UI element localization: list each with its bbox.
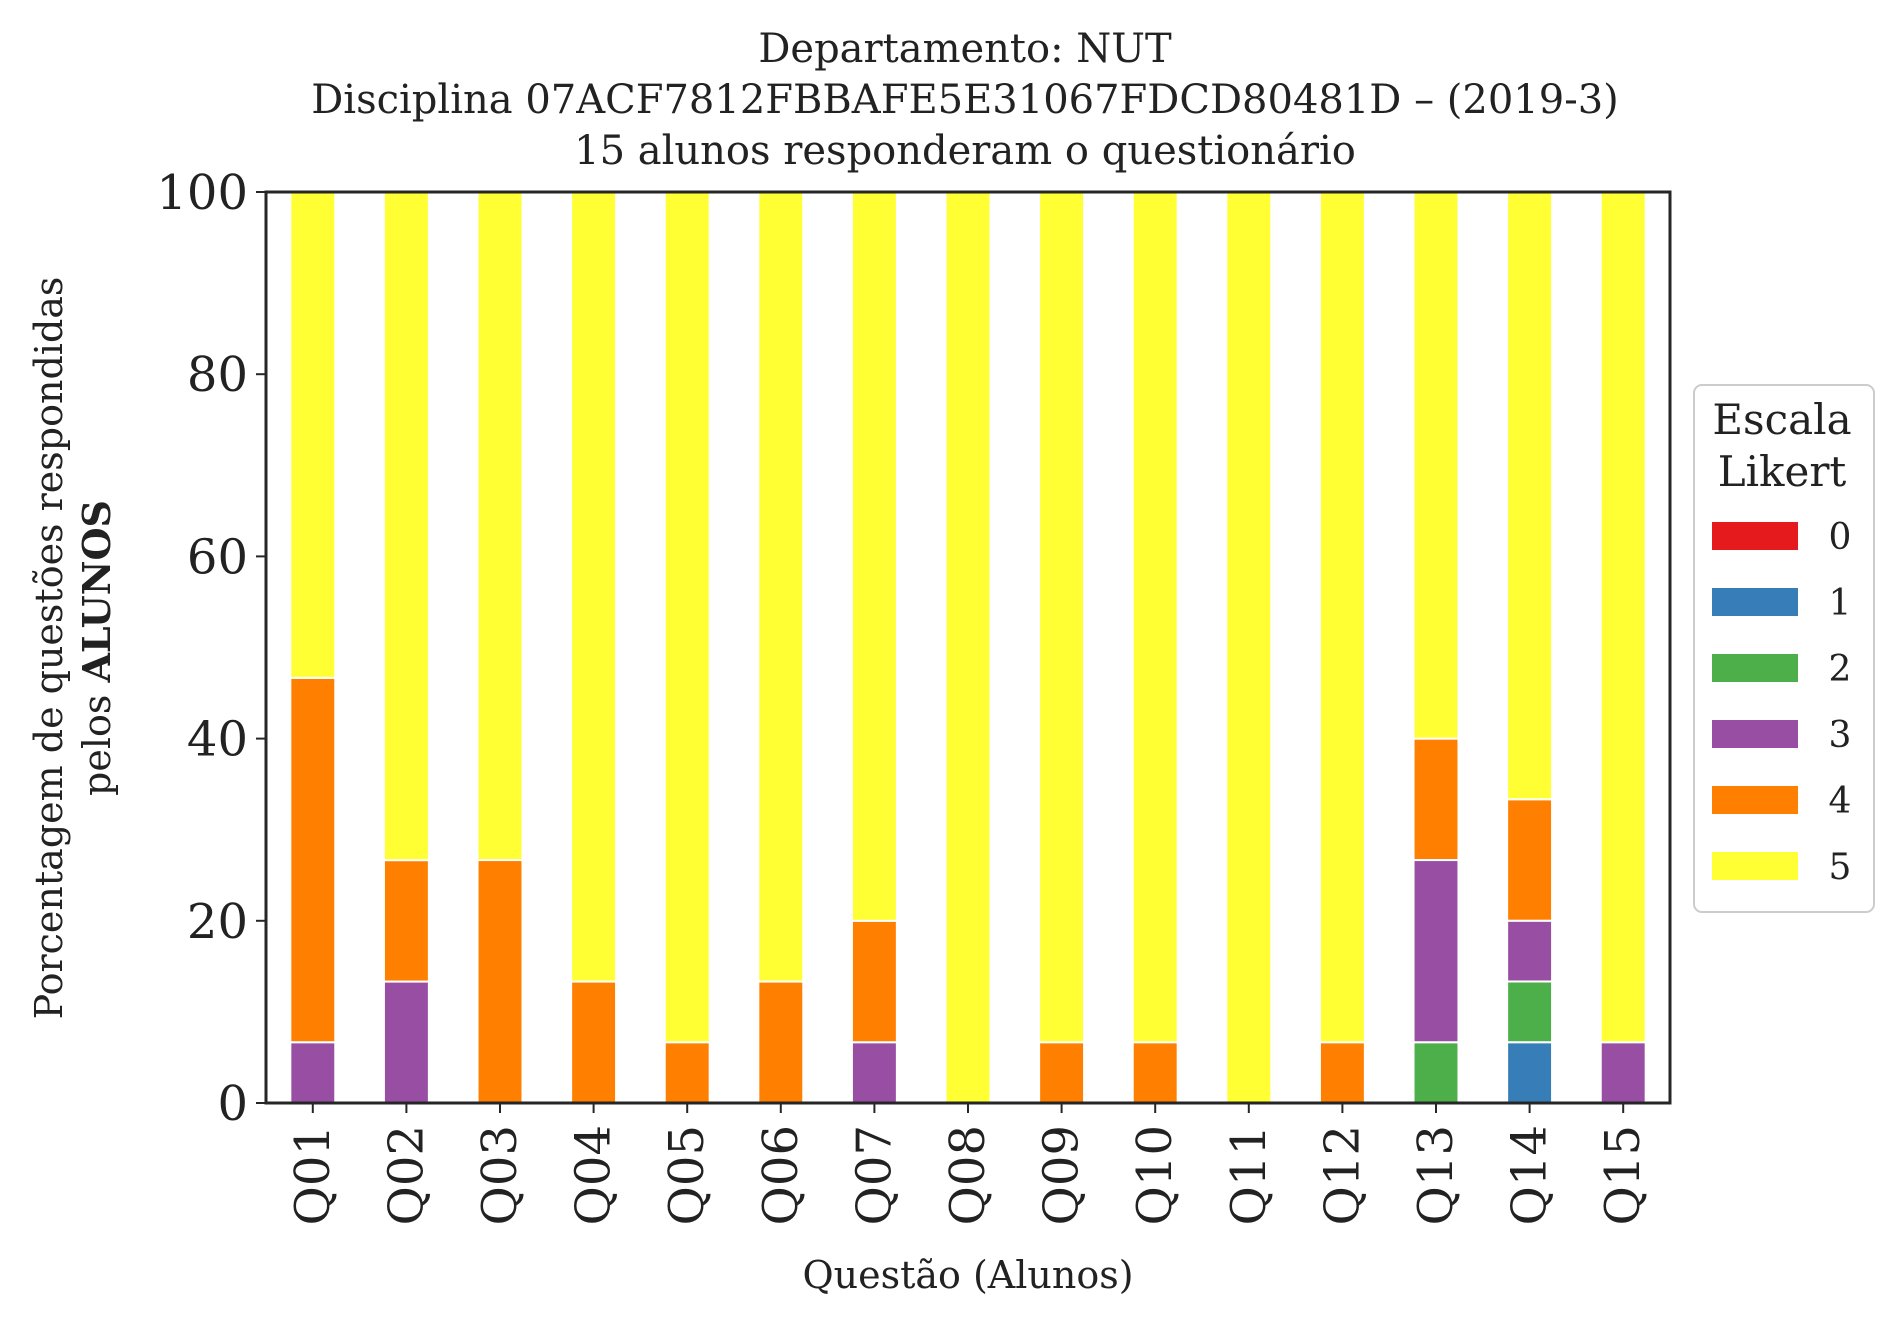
bar-q05-level-4 — [663, 1041, 711, 1104]
legend-swatch-2 — [1712, 654, 1798, 682]
bar-q14-level-1 — [1506, 1041, 1554, 1104]
x-axis-ticks: Q01 Q02 Q03 Q04 Q05 Q06 Q07 Q08 Q09 Q10 Q11 Q12 Q13 Q… — [285, 1103, 1651, 1225]
bar-q03-level-5 — [476, 191, 524, 862]
x-tick-label-q09: Q09 — [1034, 1125, 1090, 1225]
bar-q01-level-5 — [289, 191, 337, 679]
plot-frame — [264, 190, 1672, 1105]
x-tick-label-q02: Q02 — [378, 1125, 434, 1225]
legend-label-4: 4 — [1829, 781, 1852, 822]
x-tick-label-q03: Q03 — [472, 1125, 528, 1225]
legend-label-0: 0 — [1829, 517, 1852, 558]
legend-swatch-3 — [1712, 720, 1798, 748]
y-axis-label-line-2: pelos ALUNOS — [74, 500, 119, 796]
bar-q14-level-2 — [1506, 980, 1554, 1044]
y-tick-label: 100 — [156, 165, 248, 221]
y-axis-label-prefix: pelos — [75, 683, 119, 796]
x-tick-label-q01: Q01 — [285, 1125, 341, 1225]
legend-label-2: 2 — [1829, 649, 1852, 690]
bar-q05-level-5 — [663, 191, 711, 1044]
y-axis-label-bold: ALUNOS — [74, 500, 119, 684]
bar-q01-level-4 — [289, 676, 337, 1044]
legend-swatch-1 — [1712, 588, 1798, 616]
bar-q04-level-5 — [570, 191, 618, 983]
chart-title-line-2: Disciplina 07ACF7812FBBAFE5E31067FDCD804… — [311, 77, 1619, 123]
bar-q13-level-2 — [1412, 1041, 1460, 1104]
bar-q09-level-4 — [1038, 1041, 1086, 1104]
legend-title-line-1: Escala — [1712, 395, 1851, 444]
legend-label-5: 5 — [1829, 847, 1852, 888]
legend-items: 0 1 2 3 4 5 — [1712, 517, 1851, 888]
bar-q12-level-4 — [1318, 1041, 1366, 1104]
legend-label-3: 3 — [1829, 715, 1852, 756]
legend: Escala Likert 0 1 2 3 4 5 — [1693, 384, 1875, 913]
bar-q03-level-4 — [476, 859, 524, 1104]
bar-q14-level-3 — [1506, 919, 1554, 983]
x-tick-label-q04: Q04 — [566, 1125, 622, 1225]
bar-q02-level-4 — [382, 859, 430, 983]
bars-group — [289, 190, 1647, 1104]
bar-q10-level-5 — [1131, 191, 1179, 1044]
bar-q15-level-5 — [1599, 191, 1647, 1044]
legend-swatch-4 — [1712, 786, 1798, 814]
x-tick-label-q11: Q11 — [1221, 1125, 1277, 1225]
chart-title: Departamento: NUT Disciplina 07ACF7812FB… — [311, 26, 1619, 174]
legend-title-line-2: Likert — [1718, 447, 1847, 496]
legend-box — [1693, 384, 1875, 913]
x-tick-label-q13: Q13 — [1408, 1125, 1464, 1225]
bar-q01-level-3 — [289, 1041, 337, 1104]
y-tick-label: 0 — [217, 1076, 248, 1132]
bar-q02-level-5 — [382, 191, 430, 862]
x-tick-label-q05: Q05 — [659, 1125, 715, 1225]
x-tick-label-q08: Q08 — [940, 1125, 996, 1225]
bar-q14-level-4 — [1506, 798, 1554, 922]
bar-q12-level-5 — [1318, 191, 1366, 1044]
bar-q06-level-4 — [757, 980, 805, 1104]
bar-q13-level-4 — [1412, 737, 1460, 862]
bar-q07-level-5 — [850, 191, 898, 922]
bar-q10-level-4 — [1131, 1041, 1179, 1104]
y-tick-label: 20 — [187, 894, 248, 950]
y-tick-label: 40 — [187, 712, 248, 768]
bar-q07-level-4 — [850, 919, 898, 1044]
bar-q06-level-5 — [757, 191, 805, 983]
y-axis-label-line-1: Porcentagem de questões respondidas — [27, 277, 71, 1020]
bar-q14-level-5 — [1506, 190, 1554, 801]
bar-q13-level-5 — [1412, 191, 1460, 740]
y-axis-label: Porcentagem de questões respondidas pelo… — [27, 277, 119, 1020]
legend-label-1: 1 — [1829, 583, 1852, 624]
bar-q02-level-3 — [382, 980, 430, 1104]
bar-q08-level-5 — [944, 191, 992, 1104]
bar-q04-level-4 — [570, 980, 618, 1104]
x-tick-label-q06: Q06 — [753, 1125, 809, 1225]
bar-q15-level-3 — [1599, 1041, 1647, 1104]
y-tick-label: 60 — [187, 529, 248, 585]
bar-q09-level-5 — [1038, 191, 1086, 1044]
chart-title-line-3: 15 alunos responderam o questionário — [574, 128, 1356, 174]
x-tick-label-q10: Q10 — [1127, 1125, 1183, 1225]
x-tick-label-q15: Q15 — [1595, 1125, 1651, 1225]
x-tick-label-q07: Q07 — [846, 1125, 902, 1225]
bar-q13-level-3 — [1412, 859, 1460, 1044]
legend-swatch-0 — [1712, 522, 1798, 550]
x-axis-label: Questão (Alunos) — [802, 1253, 1133, 1297]
legend-swatch-5 — [1712, 852, 1798, 880]
y-axis-ticks: 0 20 40 60 80 100 — [156, 165, 266, 1132]
x-tick-label-q14: Q14 — [1502, 1125, 1558, 1225]
chart-title-line-1: Departamento: NUT — [758, 26, 1172, 72]
bar-q07-level-3 — [850, 1041, 898, 1104]
x-tick-label-q12: Q12 — [1314, 1125, 1370, 1225]
y-tick-label: 80 — [187, 347, 248, 403]
bar-q11-level-5 — [1225, 191, 1273, 1104]
